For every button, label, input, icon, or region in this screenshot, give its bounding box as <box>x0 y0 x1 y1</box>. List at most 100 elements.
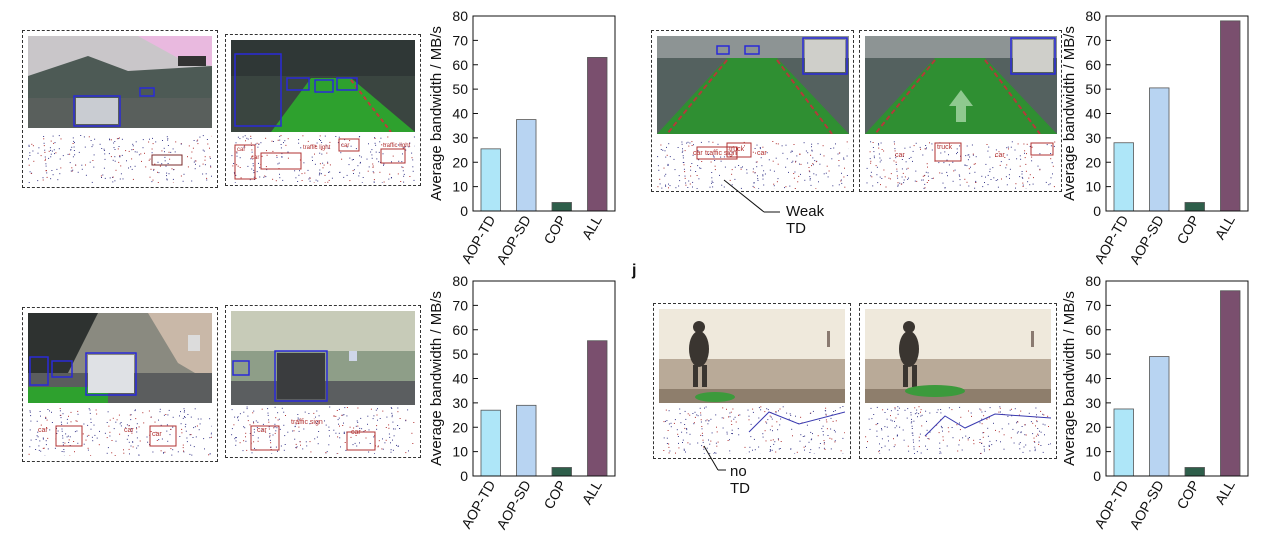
y-axis-label: Average bandwidth / MB/s <box>1061 26 1078 201</box>
event-image <box>659 406 845 454</box>
x-tick-label: COP <box>540 478 569 512</box>
y-tick-label: 10 <box>452 179 468 195</box>
bar <box>552 202 572 211</box>
y-tick-label: 0 <box>1093 468 1101 484</box>
bar <box>516 405 536 476</box>
y-tick-label: 30 <box>1085 130 1101 146</box>
detection-label: car <box>237 147 245 153</box>
panel-letter-j: j <box>632 262 636 280</box>
bar <box>1149 88 1169 211</box>
event-image: car car car <box>28 408 212 456</box>
y-tick-label: 40 <box>1085 371 1101 387</box>
x-tick-label: AOP-TD <box>458 478 498 532</box>
detection-label: traffic light <box>383 143 411 149</box>
x-tick-label: COP <box>540 213 569 247</box>
detection-label: car <box>693 150 703 157</box>
bar <box>481 149 501 211</box>
scene-image <box>657 36 849 134</box>
no-td-label: no TD <box>730 463 750 497</box>
x-tick-label: ALL <box>579 477 605 507</box>
y-tick-label: 60 <box>452 322 468 338</box>
bar <box>1149 357 1169 476</box>
x-tick-label: AOP-SD <box>1126 213 1167 267</box>
bar <box>516 120 536 211</box>
detection-label: car <box>995 152 1005 159</box>
scene-image <box>231 40 415 132</box>
x-tick-label: ALL <box>1212 477 1238 507</box>
y-tick-label: 20 <box>452 154 468 170</box>
image-frame: truck car car <box>859 30 1062 192</box>
x-tick-label: COP <box>1173 478 1202 512</box>
y-tick-label: 50 <box>1085 81 1101 97</box>
scene-image <box>28 36 212 128</box>
y-tick-label: 40 <box>452 106 468 122</box>
y-tick-label: 70 <box>1085 32 1101 48</box>
bar <box>1220 291 1240 476</box>
bar <box>1185 467 1205 476</box>
y-tick-label: 80 <box>452 273 468 289</box>
detection-label: car <box>895 152 905 159</box>
y-tick-label: 40 <box>1085 106 1101 122</box>
y-tick-label: 30 <box>452 130 468 146</box>
event-image: car car car traffic light traffic light <box>231 135 415 183</box>
y-tick-label: 60 <box>452 57 468 73</box>
y-tick-label: 60 <box>1085 322 1101 338</box>
bar <box>587 341 607 476</box>
y-tick-label: 0 <box>460 203 468 219</box>
detection-label: traffic sign <box>291 419 323 426</box>
detection-label: truck <box>937 144 953 151</box>
y-tick-label: 10 <box>1085 444 1101 460</box>
y-tick-label: 70 <box>452 32 468 48</box>
x-tick-label: AOP-SD <box>493 478 534 532</box>
event-image <box>28 135 212 183</box>
x-tick-label: AOP-SD <box>1126 478 1167 532</box>
scene-image <box>28 313 212 403</box>
image-frame <box>859 303 1057 459</box>
detection-label: car <box>152 431 162 438</box>
image-frame: car car traffic sign <box>225 305 421 458</box>
scene-image <box>865 36 1057 134</box>
event-image: car car traffic sign <box>231 406 415 454</box>
y-tick-label: 70 <box>1085 297 1101 313</box>
weak-td-pointer <box>720 178 780 218</box>
x-tick-label: AOP-TD <box>1091 478 1131 532</box>
bar <box>1220 21 1240 211</box>
y-axis-label: Average bandwidth / MB/s <box>1061 291 1078 466</box>
image-frame: truck car car traffic sign <box>651 30 854 192</box>
y-tick-label: 40 <box>452 371 468 387</box>
y-tick-label: 70 <box>452 297 468 313</box>
y-tick-label: 20 <box>1085 154 1101 170</box>
image-frame: car car car traffic light traffic light <box>225 34 421 186</box>
bar <box>1185 202 1205 211</box>
bar <box>1114 143 1134 211</box>
y-tick-label: 50 <box>1085 346 1101 362</box>
y-tick-label: 0 <box>1093 203 1101 219</box>
x-tick-label: ALL <box>579 212 605 242</box>
detection-label: car <box>251 155 259 161</box>
y-tick-label: 10 <box>452 444 468 460</box>
x-tick-label: AOP-TD <box>1091 213 1131 267</box>
y-tick-label: 60 <box>1085 57 1101 73</box>
y-axis-label: Average bandwidth / MB/s <box>428 26 445 201</box>
image-frame <box>653 303 851 459</box>
y-axis-label: Average bandwidth / MB/s <box>428 291 445 466</box>
detection-label: traffic sign <box>705 150 737 157</box>
x-tick-label: AOP-SD <box>493 213 534 267</box>
y-tick-label: 30 <box>452 395 468 411</box>
bar <box>587 57 607 211</box>
y-tick-label: 80 <box>1085 8 1101 24</box>
x-tick-label: COP <box>1173 213 1202 247</box>
x-tick-label: AOP-TD <box>458 213 498 267</box>
image-frame: car car car <box>22 307 218 462</box>
y-tick-label: 80 <box>452 8 468 24</box>
detection-label: car <box>38 427 48 434</box>
y-tick-label: 20 <box>1085 419 1101 435</box>
y-tick-label: 50 <box>452 81 468 97</box>
